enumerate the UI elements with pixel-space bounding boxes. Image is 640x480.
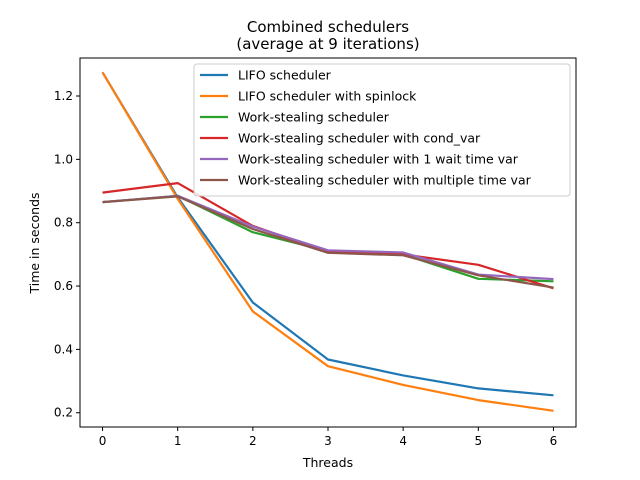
x-tick-label: 5 [474, 434, 482, 448]
x-tick-label: 6 [550, 434, 558, 448]
legend-label-2: LIFO scheduler with spinlock [238, 89, 417, 104]
x-tick-label: 1 [174, 434, 182, 448]
y-tick-label: 0.8 [54, 216, 73, 230]
y-tick-label: 1.2 [54, 89, 73, 103]
legend: LIFO scheduler LIFO scheduler with spinlo… [193, 63, 571, 197]
series-line-6 [102, 195, 554, 289]
y-tick-label: 0.2 [54, 406, 73, 420]
plot-area [101, 71, 554, 412]
legend-label-1: LIFO scheduler [238, 68, 332, 83]
legend-label-4: Work-stealing scheduler with cond_var [238, 131, 481, 146]
x-tick-label: 0 [99, 434, 107, 448]
x-axis-label: Threads [302, 455, 353, 470]
y-axis-label: Time in seconds [27, 192, 42, 294]
x-tick-label: 3 [324, 434, 332, 448]
y-tick-label: 0.6 [54, 279, 73, 293]
legend-label-5: Work-stealing scheduler with 1 wait time… [238, 152, 519, 167]
legend-box [193, 63, 571, 197]
tick-labels: 0 1 2 3 4 5 6 0.2 0.4 0.6 0.8 1.0 1.2 [54, 89, 557, 448]
chart-title: Combined schedulers [247, 18, 409, 36]
chart-subtitle: (average at 9 iterations) [236, 35, 419, 53]
legend-label-3: Work-stealing scheduler [238, 110, 390, 125]
y-tick-label: 0.4 [54, 342, 73, 356]
x-tick-label: 2 [249, 434, 257, 448]
x-tick-label: 4 [399, 434, 407, 448]
legend-label-6: Work-stealing scheduler with multiple ti… [238, 173, 532, 188]
series-line-2 [101, 71, 554, 412]
y-tick-label: 1.0 [54, 152, 73, 166]
axes [76, 57, 577, 431]
